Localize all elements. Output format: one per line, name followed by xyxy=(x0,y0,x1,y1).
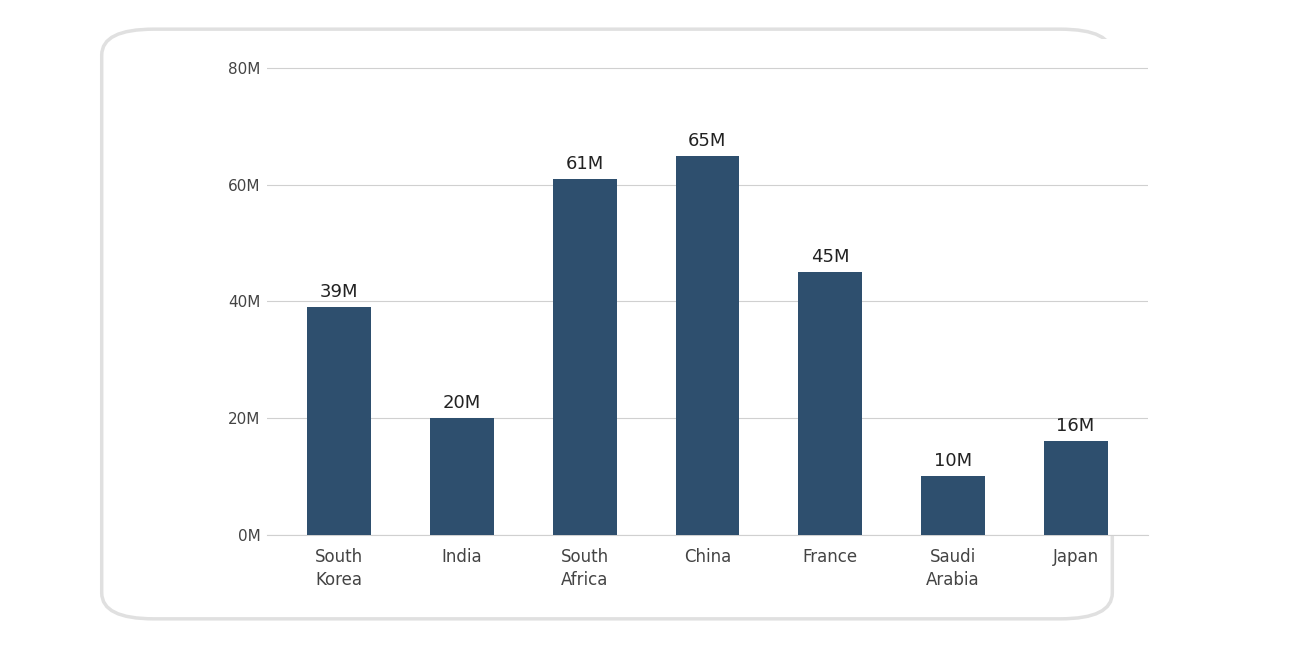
Bar xyxy=(798,272,862,535)
Text: 20M: 20M xyxy=(443,394,481,412)
Text: 39M: 39M xyxy=(319,283,359,301)
Text: 10M: 10M xyxy=(934,452,971,470)
Bar xyxy=(675,156,739,535)
Text: 65M: 65M xyxy=(689,132,726,150)
Text: 61M: 61M xyxy=(566,155,604,173)
Bar xyxy=(430,418,494,535)
Text: 45M: 45M xyxy=(811,248,849,266)
Text: 16M: 16M xyxy=(1056,417,1095,435)
Bar xyxy=(1043,441,1107,535)
Bar xyxy=(553,179,617,535)
Bar xyxy=(921,476,985,535)
Bar xyxy=(308,307,372,535)
